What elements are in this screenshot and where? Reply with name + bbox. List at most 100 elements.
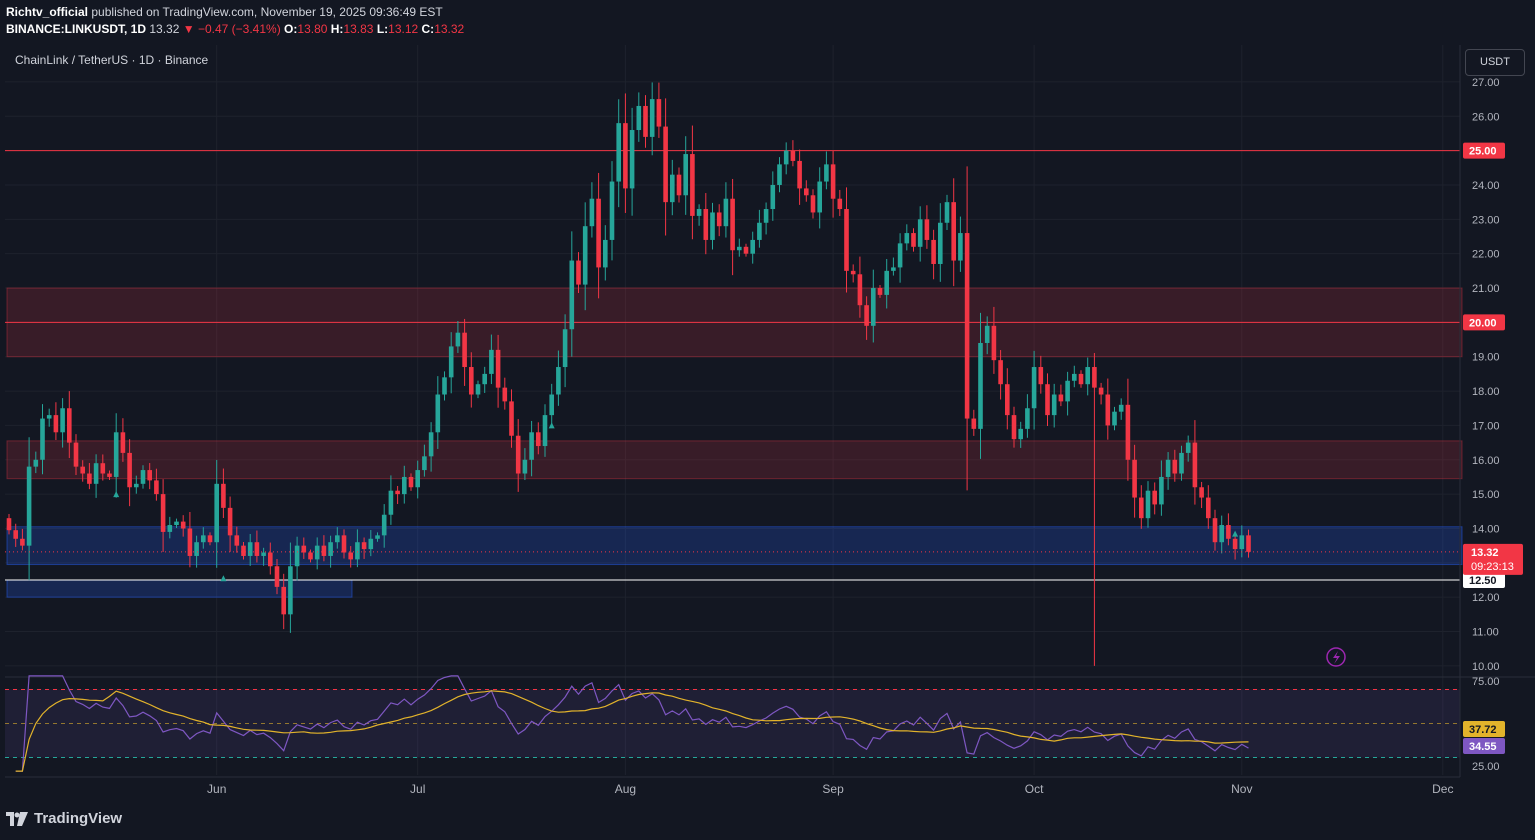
candle-body [180,521,186,529]
candle-body [623,123,628,189]
candle-body [730,198,735,251]
candle-body [495,349,501,388]
low-label: L: [376,22,389,36]
close-label: C: [421,22,435,36]
candle-body [871,288,876,326]
candle-body [850,270,856,275]
price-tick-label: 21.00 [1472,283,1500,295]
price-tick-label: 10.00 [1472,661,1500,673]
candle-body [1219,525,1224,543]
candle-body [489,349,494,374]
candle-body [971,418,977,429]
candle-body [609,181,615,240]
candle-body [1105,394,1111,426]
candle-body [549,394,554,416]
candle-body [723,198,729,227]
rsi-ma-line [15,690,1249,772]
tradingview-logo-icon [6,811,28,826]
price-tick-label: 18.00 [1472,386,1500,398]
candle-body [864,305,869,326]
candle-body [1199,487,1204,498]
time-tick-label: Nov [1231,782,1252,796]
candle-body [629,130,635,189]
candle-body [542,415,548,447]
candle-body [804,188,809,196]
candle-body [683,154,688,196]
candle-body [790,150,796,161]
candle-body [696,209,702,216]
candle-body [422,456,427,471]
price-chart[interactable]: 27.00 26.00 24.00 23.00 22.00 21.00 19.00 18.00… [0,0,1535,803]
candle-body [1025,408,1030,429]
tradingview-logo[interactable]: TradingView [6,810,122,827]
candle-body [676,174,682,196]
candle-body [810,195,816,213]
level-tag-label: 25.00 [1469,146,1497,158]
last-price-tag [1463,543,1523,575]
candle-body [743,246,749,254]
candle-body [254,542,260,556]
candle-body [87,473,92,484]
symbol-info: BINANCE:LINKUSDT, 1D 13.32 ▼ −0.47 (−3.4… [6,22,464,36]
candle-body [134,483,139,488]
rsi-tick-label: 75.00 [1472,676,1500,688]
candle-body [636,105,642,131]
candle-body [1159,476,1164,505]
author-name[interactable]: Richtv_official [6,5,89,19]
candle-body [113,432,119,477]
candle-body [1092,367,1097,388]
price-tick-label: 17.00 [1472,420,1500,432]
candle-body [1246,535,1251,552]
level-tag [1463,572,1505,588]
level-tag-label: 20.00 [1469,317,1497,329]
candle-body [402,476,407,495]
candle-body [314,545,320,560]
candle-body [777,164,782,185]
candle-body [1018,428,1023,440]
candle-body [221,483,226,508]
candle-body [1172,459,1178,474]
candle-body [938,222,943,264]
currency-button[interactable]: USDT [1465,49,1525,76]
candle-body [656,99,662,127]
level-tag [1463,314,1505,331]
last-price-tag-label: 13.32 [1471,547,1499,559]
candle-body [1125,404,1131,460]
price-tick-label: 26.00 [1472,111,1500,123]
candle-body [984,325,990,343]
candle-body [690,154,695,216]
candle-body [455,332,461,347]
candle-body [274,566,280,587]
candle-body [904,233,910,244]
signal-marker [1232,530,1239,537]
candle-body [616,123,621,182]
candle-body [348,552,353,560]
candle-body [663,126,668,203]
time-tick-label: Jun [207,782,226,796]
candle-body [978,342,983,429]
candle-body [857,274,863,306]
candle-body [67,408,72,443]
candles-group [6,82,1251,666]
candle-body [469,367,474,395]
candle-body [214,483,219,543]
candle-body [1051,394,1057,416]
candle-body [140,470,146,484]
candle-body [301,545,307,553]
candle-body [20,538,25,546]
candle-body [355,542,360,560]
symbol-name[interactable]: BINANCE:LINKUSDT, 1D [6,22,147,36]
candle-body [26,466,32,546]
candle-body [1232,538,1238,550]
price-tick-label: 12.00 [1472,592,1500,604]
rsi-tag-label: 34.55 [1469,741,1497,753]
candle-body [93,463,99,484]
candle-body [1226,525,1231,539]
time-tick-label: Oct [1025,782,1044,796]
candle-body [582,226,588,285]
price-tick-label: 23.00 [1472,214,1500,226]
candle-body [716,212,722,227]
candle-body [917,219,923,247]
candle-body [998,360,1003,385]
